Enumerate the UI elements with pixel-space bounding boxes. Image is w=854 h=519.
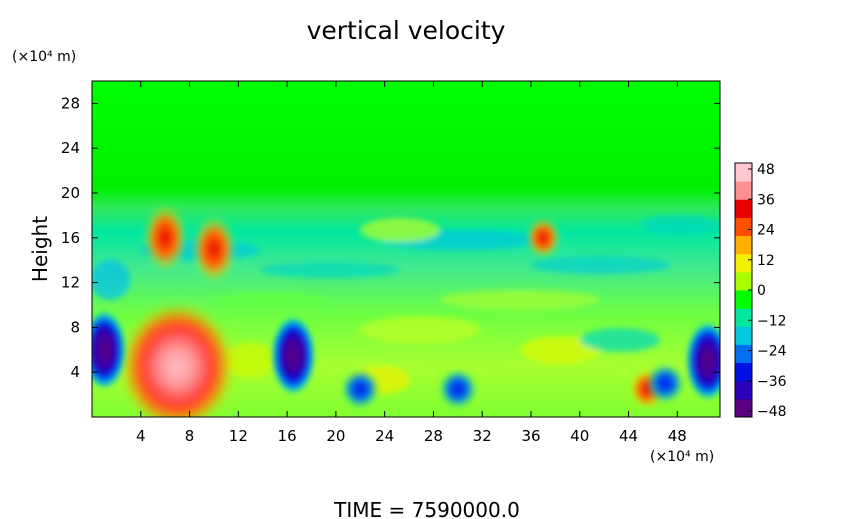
x-unit-label: (×10⁴ m) <box>650 449 714 465</box>
colorbar-tick-label: 0 <box>757 283 766 299</box>
x-tick-label: 48 <box>668 427 687 445</box>
x-tick-label: 12 <box>229 427 248 445</box>
colorbar-swatch <box>735 344 752 364</box>
x-tick-label: 16 <box>278 427 297 445</box>
y-axis-label: Height <box>28 216 52 282</box>
x-tick-label: 8 <box>185 427 195 445</box>
colorbar-swatch <box>735 181 752 200</box>
colorbar-swatch <box>735 235 752 255</box>
colorbar-tick-label: −12 <box>757 313 787 329</box>
x-tick-label: 36 <box>521 427 540 445</box>
colorbar-swatch <box>735 217 752 237</box>
colorbar-tick-label: −24 <box>757 344 787 360</box>
updraft-cell <box>122 305 233 417</box>
colorbar-tick-label: 36 <box>757 192 775 208</box>
plot-frame <box>91 80 721 418</box>
colorbar-swatch <box>735 380 752 400</box>
x-tick-label: 24 <box>375 427 394 445</box>
colorbar-tick-label: 12 <box>757 253 775 269</box>
heatmap-texture <box>92 215 720 394</box>
colorbar-swatch <box>735 398 752 418</box>
x-tick-label: 20 <box>326 427 345 445</box>
colorbar: 48 36 24 12 0 −12 −24 −36 −48 <box>734 162 787 420</box>
colorbar-tick-label: −36 <box>757 374 787 390</box>
y-tick-label: 8 <box>70 318 80 336</box>
y-tick-label: 20 <box>61 184 80 202</box>
colorbar-swatch <box>735 271 752 291</box>
x-axis: 4 8 12 16 20 24 28 32 36 40 44 48 <box>136 81 687 445</box>
y-axis: 4 8 12 16 20 24 28 <box>61 94 720 381</box>
updraft-cell <box>143 204 188 272</box>
y-tick-label: 12 <box>61 274 80 292</box>
colorbar-swatch <box>735 362 752 382</box>
features-layer <box>92 204 720 417</box>
x-tick-label: 40 <box>570 427 589 445</box>
colorbar-swatch <box>735 199 752 218</box>
downdraft-cell <box>438 368 478 410</box>
downdraft-cell <box>645 363 685 404</box>
y-tick-label: 28 <box>61 94 80 112</box>
colorbar-tick-label: 48 <box>757 162 775 178</box>
colorbar-swatch <box>735 308 752 327</box>
colorbar-swatch <box>735 326 752 345</box>
y-unit-label: (×10⁴ m) <box>12 49 76 65</box>
colorbar-swatch <box>735 163 752 182</box>
heatmap-plot <box>92 81 720 417</box>
x-tick-label: 44 <box>619 427 638 445</box>
updraft-cell <box>526 217 561 258</box>
colorbar-swatch <box>735 290 752 309</box>
updraft-cell <box>191 215 236 283</box>
colorbar-tick-label: 24 <box>757 223 775 239</box>
y-tick-label: 16 <box>61 229 80 247</box>
downdraft-cell <box>685 321 720 401</box>
downdraft-cell <box>340 368 380 410</box>
x-tick-label: 28 <box>424 427 443 445</box>
x-tick-label: 4 <box>136 427 146 445</box>
downdraft-cell <box>271 316 316 395</box>
colorbar-tick-label: −48 <box>757 404 787 420</box>
colorbar-swatch <box>735 253 752 273</box>
time-label: TIME = 7590000.0 <box>333 498 520 519</box>
x-tick-label: 32 <box>473 427 492 445</box>
y-tick-label: 4 <box>70 363 80 381</box>
chart-title: vertical velocity <box>307 16 506 45</box>
downdraft-cell <box>92 310 127 389</box>
y-tick-label: 24 <box>61 139 80 157</box>
